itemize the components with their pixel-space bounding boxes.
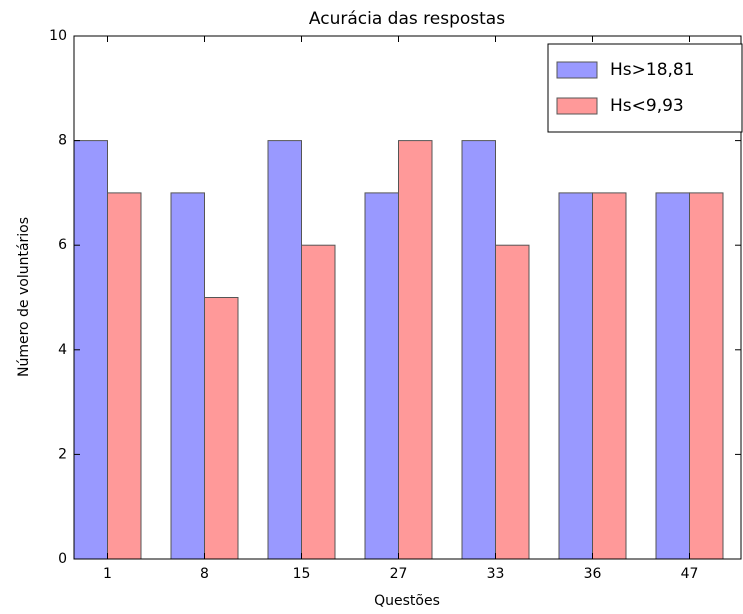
x-tick-label: 47 [681, 566, 699, 582]
legend-label: Hs>18,81 [610, 60, 695, 80]
y-tick-label: 0 [58, 551, 67, 567]
legend-swatch [556, 61, 598, 79]
bar [107, 192, 142, 560]
x-axis-label: Questões [374, 593, 440, 609]
bar [461, 140, 496, 560]
bar [495, 244, 530, 560]
plot-frame [73, 35, 742, 560]
bar [301, 244, 336, 560]
x-tick-label: 8 [200, 566, 209, 582]
bar [364, 192, 399, 560]
bar [204, 297, 239, 560]
x-tick-label: 1 [103, 566, 112, 582]
y-tick-label: 10 [49, 28, 67, 44]
bar [689, 192, 724, 560]
x-tick-label: 33 [487, 566, 505, 582]
y-tick-label: 6 [58, 237, 67, 253]
x-tick-label: 15 [293, 566, 311, 582]
legend-box [547, 43, 743, 133]
legend-label: Hs<9,93 [610, 96, 684, 116]
bar [170, 192, 205, 560]
chart-title: Acurácia das respostas [309, 9, 505, 29]
bar [558, 192, 593, 560]
bar [398, 140, 433, 560]
y-tick-label: 4 [58, 342, 67, 358]
y-tick-label: 8 [58, 133, 67, 149]
bar [267, 140, 302, 560]
bar [655, 192, 690, 560]
x-tick-label: 27 [390, 566, 408, 582]
x-tick-label: 36 [584, 566, 602, 582]
y-axis-label: Número de voluntários [16, 217, 32, 377]
y-tick-label: 2 [58, 446, 67, 462]
legend-swatch [556, 97, 598, 115]
bar [592, 192, 627, 560]
